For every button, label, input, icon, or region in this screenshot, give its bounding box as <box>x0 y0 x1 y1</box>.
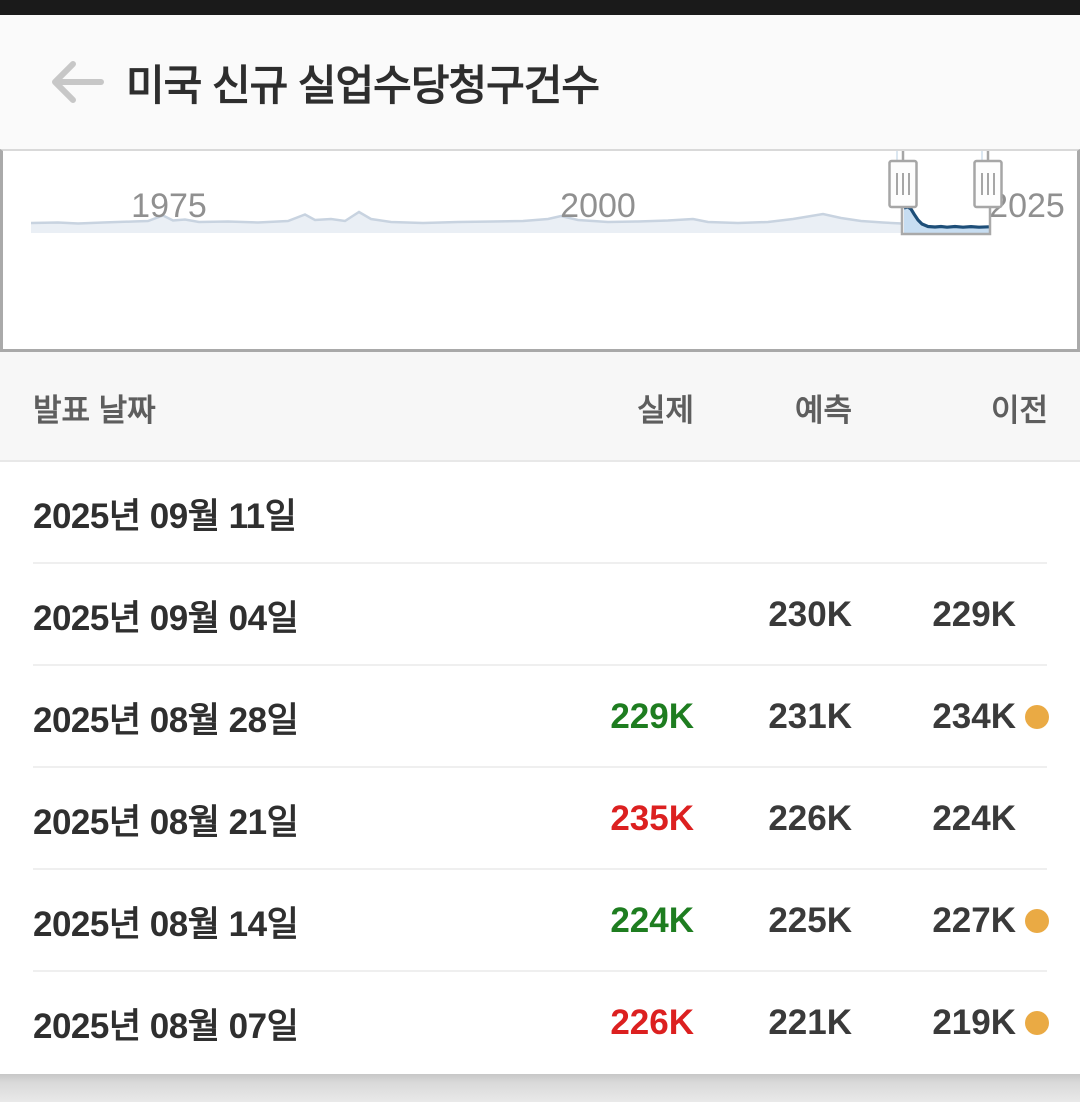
selection-border <box>900 206 992 236</box>
table-row[interactable]: 2025년 08월 07일 226K 221K 219K <box>0 972 1080 1074</box>
table-row[interactable]: 2025년 09월 04일 230K 229K <box>0 564 1080 666</box>
series-line-selected <box>903 205 990 229</box>
previous-value: 229K <box>932 595 1016 634</box>
header-release-date: 발표 날짜 <box>33 392 156 428</box>
release-date: 2025년 09월 04일 <box>33 598 299 638</box>
previous-value: 227K <box>932 901 1016 940</box>
dot-slot <box>1016 807 1080 831</box>
forecast-value: 226K <box>768 799 852 838</box>
x-tick-2000: 2000 <box>560 187 636 225</box>
header-forecast: 예측 <box>794 392 852 428</box>
table-row[interactable]: 2025년 09월 11일 <box>0 462 1080 564</box>
previous-value: 219K <box>932 1003 1016 1042</box>
forecast-value: 231K <box>768 697 852 736</box>
header-previous: 이전 <box>990 392 1048 428</box>
actual-value: 229K <box>610 697 694 736</box>
release-date: 2025년 08월 21일 <box>33 802 299 842</box>
left-arrow-icon <box>52 61 104 103</box>
range-navigator-chart[interactable]: 1975 2000 2025 <box>0 149 1080 352</box>
navigator-handle-right[interactable] <box>973 151 1003 209</box>
actual-value: 235K <box>610 799 694 838</box>
actual-value: 224K <box>610 901 694 940</box>
dot-slot <box>1016 501 1080 525</box>
navigator-handle-left[interactable] <box>888 151 918 209</box>
table-row[interactable]: 2025년 08월 21일 235K 226K 224K <box>0 768 1080 870</box>
forecast-value: 225K <box>768 901 852 940</box>
release-date: 2025년 09월 11일 <box>33 496 297 536</box>
dot-slot <box>1016 603 1080 627</box>
release-date: 2025년 08월 14일 <box>33 904 299 944</box>
release-date: 2025년 08월 07일 <box>33 1006 299 1046</box>
previous-value: 224K <box>932 799 1016 838</box>
app-bar: 미국 신규 실업수당청구건수 <box>0 15 1080 149</box>
back-button[interactable] <box>44 50 108 114</box>
status-bar <box>0 0 1080 15</box>
release-date: 2025년 08월 28일 <box>33 700 299 740</box>
actual-value: 226K <box>610 1003 694 1042</box>
page-title: 미국 신규 실업수당청구건수 <box>126 61 600 109</box>
forecast-value: 221K <box>768 1003 852 1042</box>
bottom-bar <box>0 1074 1080 1102</box>
table-row[interactable]: 2025년 08월 28일 229K 231K 234K <box>0 666 1080 768</box>
dot-slot <box>1016 705 1080 729</box>
table-header-row: 발표 날짜 실제 예측 이전 <box>0 352 1080 462</box>
revision-dot <box>1025 909 1049 933</box>
navigator-svg: 1975 2000 2025 <box>30 151 1065 236</box>
x-tick-1975: 1975 <box>131 187 207 225</box>
dot-slot <box>1016 909 1080 933</box>
data-table: 2025년 09월 11일 2025년 09월 04일 230K 229K 20… <box>0 462 1080 1074</box>
revision-dot <box>1025 705 1049 729</box>
series-line-unselected <box>30 210 903 225</box>
dot-slot <box>1016 1011 1080 1035</box>
revision-dot <box>1025 1011 1049 1035</box>
previous-value: 234K <box>932 697 1016 736</box>
forecast-value: 230K <box>768 595 852 634</box>
table-row[interactable]: 2025년 08월 14일 224K 225K 227K <box>0 870 1080 972</box>
header-actual: 실제 <box>636 392 694 428</box>
